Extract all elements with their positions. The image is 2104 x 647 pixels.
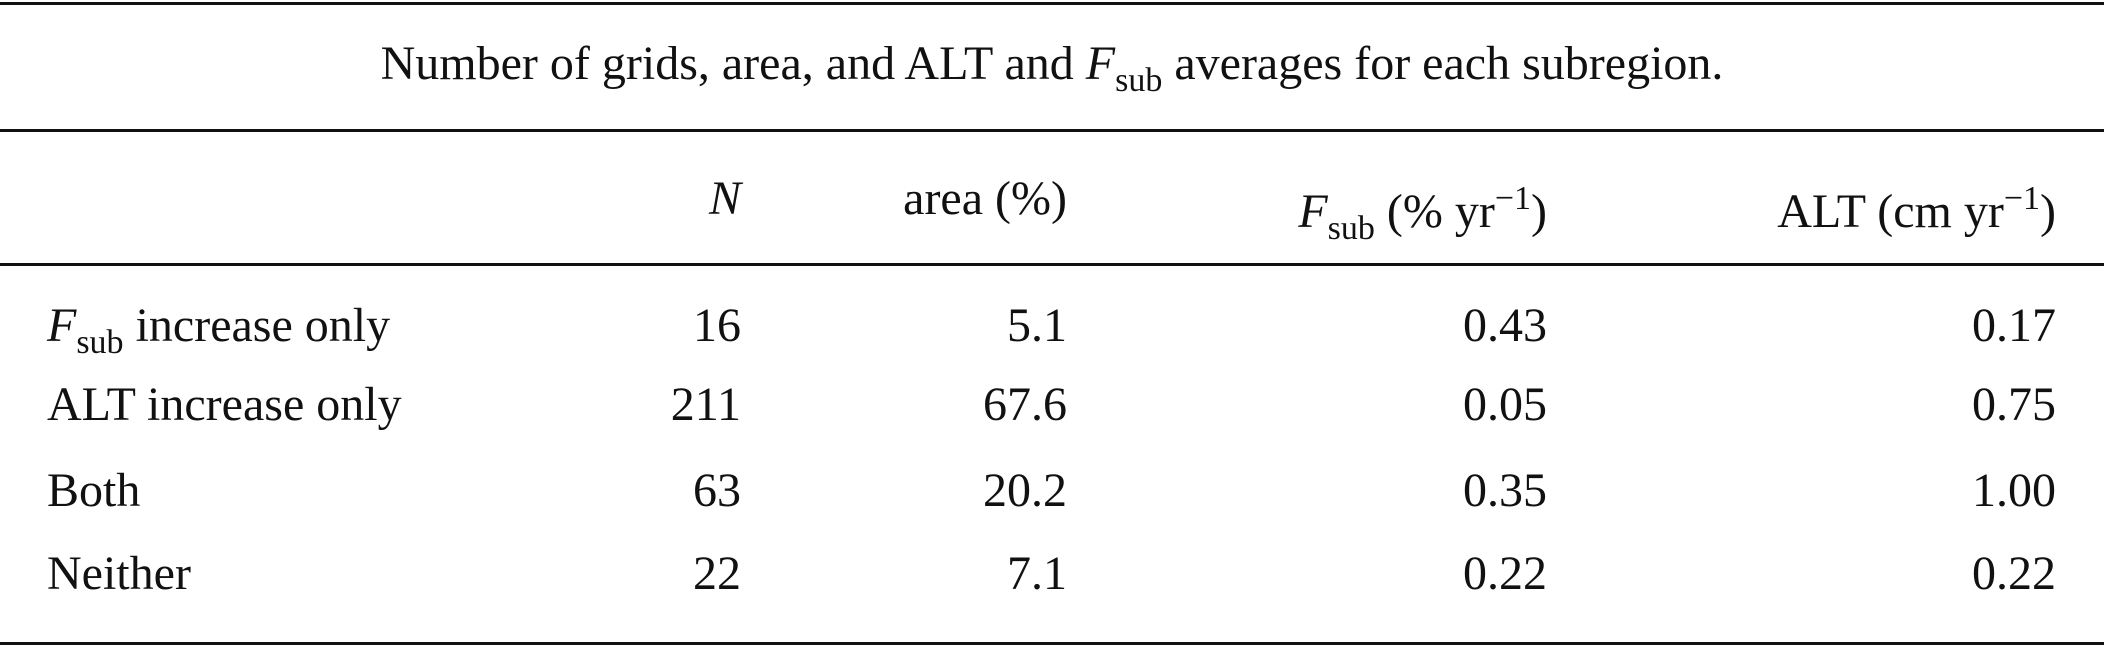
row-label: ALT increase only bbox=[47, 375, 402, 435]
header-symbol: F bbox=[1298, 185, 1328, 238]
table-cell: 0.22 bbox=[1463, 547, 1547, 600]
caption: Number of grids, area, and ALT and Fsub … bbox=[0, 34, 2104, 99]
table-cell: 63 bbox=[693, 464, 741, 517]
column-header: Fsub (% yr−1) bbox=[1298, 169, 1547, 247]
table-cell: 7.1 bbox=[1007, 547, 1067, 600]
header-subscript: sub bbox=[1327, 210, 1375, 247]
header-superscript: −1 bbox=[1494, 180, 1532, 217]
table-cell: 0.17 bbox=[1972, 299, 2056, 352]
row-label: Neither bbox=[47, 544, 191, 604]
header-text: N bbox=[708, 172, 741, 225]
header-text: ) bbox=[2040, 185, 2056, 238]
row-symbol: F bbox=[47, 299, 77, 352]
table-cell: 0.43 bbox=[1463, 299, 1547, 352]
row-label: Fsub increase only bbox=[47, 296, 391, 361]
header-text: ALT (cm yr bbox=[1777, 185, 2004, 238]
bottom-rule bbox=[0, 642, 2104, 645]
table-cell: 1.00 bbox=[1972, 464, 2056, 517]
table-cell: 5.1 bbox=[1007, 299, 1067, 352]
caption-symbol: F bbox=[1085, 37, 1116, 90]
header-text: area (%) bbox=[903, 172, 1067, 225]
column-header: ALT (cm yr−1) bbox=[1777, 169, 2056, 238]
header-superscript: −1 bbox=[2003, 180, 2041, 217]
table-cell: 0.35 bbox=[1463, 464, 1547, 517]
table-cell: 0.05 bbox=[1463, 378, 1547, 431]
row-text: ALT increase only bbox=[47, 378, 402, 431]
table-cell: 0.22 bbox=[1972, 547, 2056, 600]
row-text: Neither bbox=[47, 547, 191, 600]
caption-rule bbox=[0, 129, 2104, 132]
header-text: ) bbox=[1531, 185, 1547, 238]
row-label: Both bbox=[47, 461, 140, 521]
table-cell: 22 bbox=[693, 547, 741, 600]
table-cell: 211 bbox=[670, 378, 741, 431]
row-subscript: sub bbox=[76, 324, 124, 361]
header-rule bbox=[0, 263, 2104, 266]
table-cell: 67.6 bbox=[983, 378, 1067, 431]
caption-subscript: sub bbox=[1115, 62, 1163, 99]
row-text: increase only bbox=[123, 299, 391, 352]
table-cell: 16 bbox=[693, 299, 741, 352]
caption-text: Number of grids, area, and ALT and bbox=[380, 37, 1086, 90]
caption-text: averages for each subregion. bbox=[1162, 37, 1724, 90]
column-header: N bbox=[709, 169, 741, 229]
table-cell: 20.2 bbox=[983, 464, 1067, 517]
top-rule bbox=[0, 2, 2104, 5]
row-text: Both bbox=[47, 464, 141, 517]
header-text: (% yr bbox=[1374, 185, 1495, 238]
column-header: area (%) bbox=[903, 169, 1067, 229]
table-cell: 0.75 bbox=[1972, 378, 2056, 431]
